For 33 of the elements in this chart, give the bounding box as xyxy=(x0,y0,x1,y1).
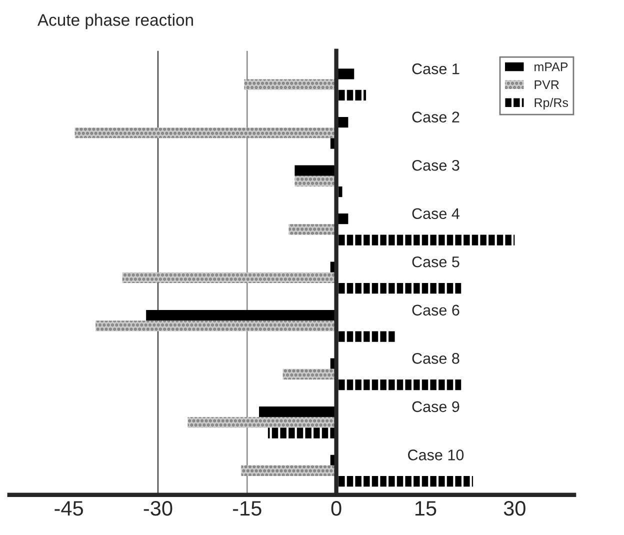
bar xyxy=(294,176,336,186)
bar xyxy=(294,165,336,176)
bar xyxy=(96,320,336,332)
bar xyxy=(122,272,336,283)
legend-label: mPAP xyxy=(534,62,568,72)
x-tick-label: 30 xyxy=(504,500,526,516)
bar xyxy=(282,368,336,380)
bar xyxy=(146,310,336,321)
bar xyxy=(288,224,336,235)
y-tick-label: Case 8 xyxy=(412,353,460,364)
bar xyxy=(259,406,336,418)
chart-title: Acute phase reaction xyxy=(37,14,193,30)
y-tick-label: Case 6 xyxy=(412,304,460,316)
bar xyxy=(336,68,354,80)
y-tick-label: Case 3 xyxy=(412,160,460,171)
x-tick-label: 15 xyxy=(415,501,436,516)
bar xyxy=(241,465,336,476)
bar xyxy=(244,79,336,90)
x-tick-label: -45 xyxy=(54,501,83,516)
legend-label: Rp/Rs xyxy=(534,98,568,110)
x-tick-label: 0 xyxy=(331,500,342,516)
y-tick-label: Case 1 xyxy=(412,63,460,74)
bar xyxy=(74,128,336,138)
y-tick-label: Case 10 xyxy=(408,450,464,460)
legend-label: PVR xyxy=(534,80,559,90)
bar xyxy=(188,417,336,428)
x-tick-label: -15 xyxy=(233,501,262,516)
y-tick-label: Case 2 xyxy=(412,112,460,122)
y-tick-label: Case 4 xyxy=(412,208,460,220)
y-tick-label: Case 5 xyxy=(412,256,460,268)
bar xyxy=(268,428,336,438)
x-tick-label: -30 xyxy=(144,500,172,516)
y-tick-label: Case 9 xyxy=(412,401,460,412)
